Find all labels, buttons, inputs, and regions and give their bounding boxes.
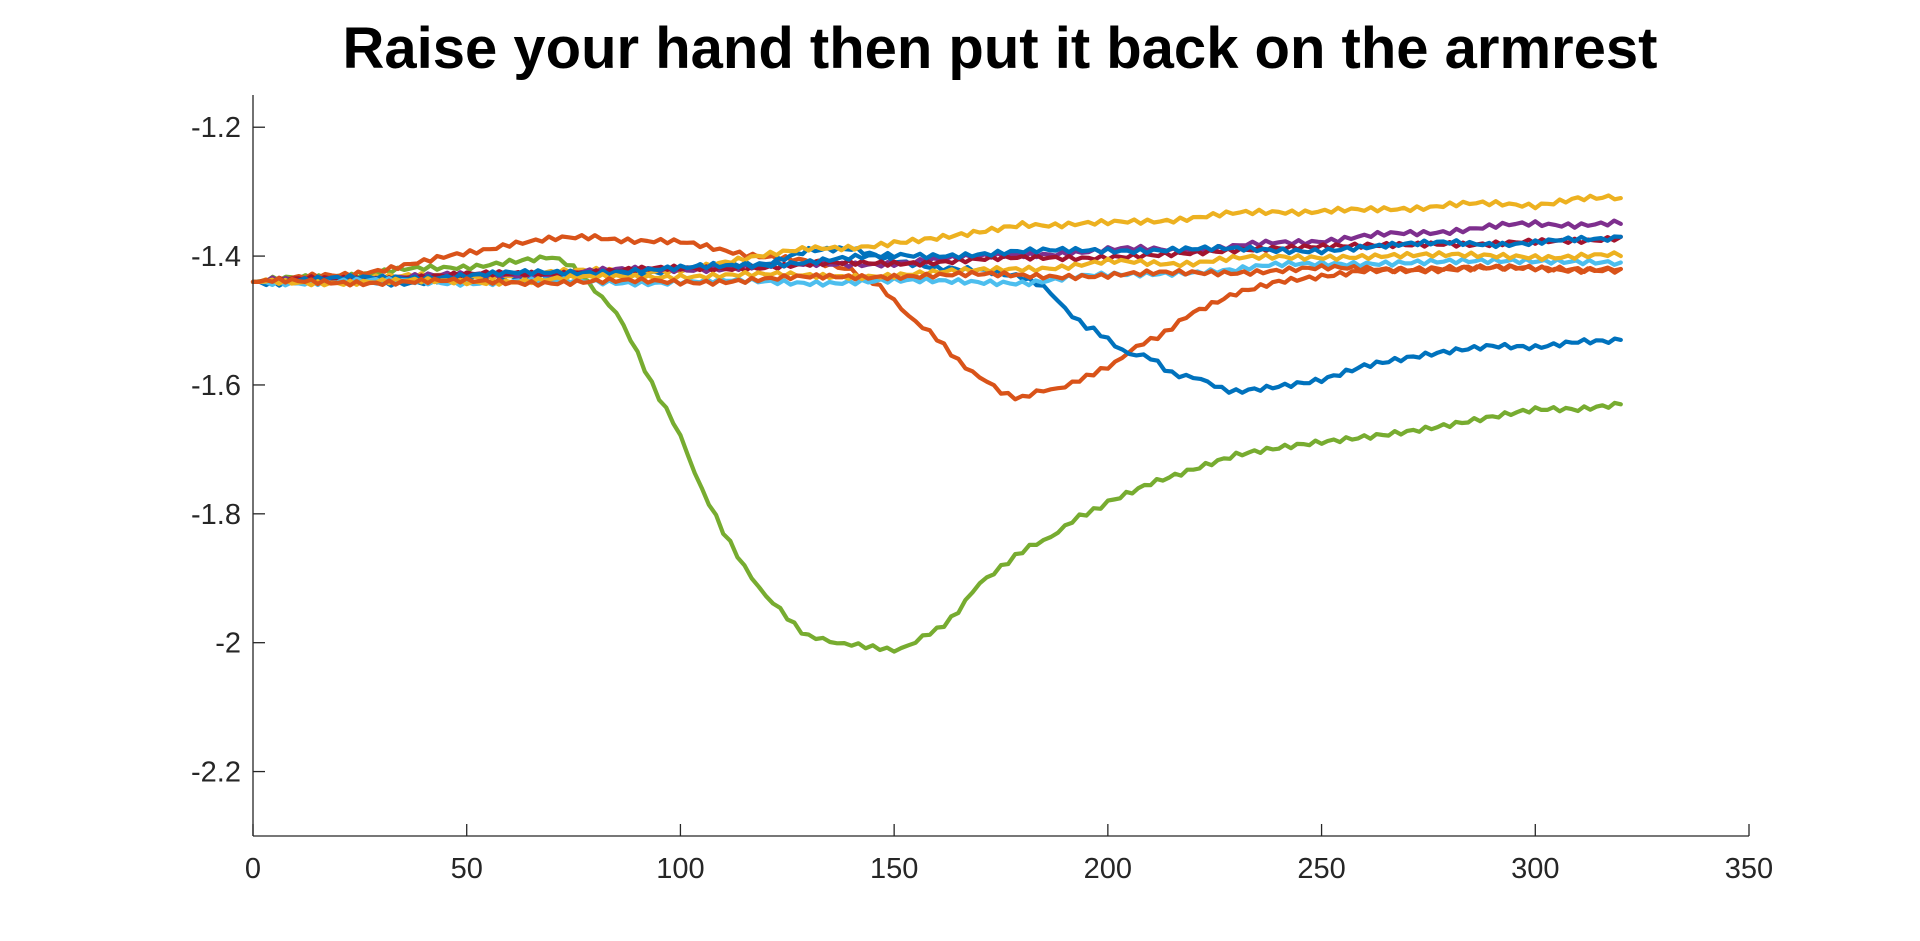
x-tick-label: 300 [1511, 853, 1559, 885]
x-axis-ticks: 0 50 100 150 200 250 300 350 [245, 824, 1773, 885]
series-line-10 [250, 263, 1623, 288]
y-tick-label: -1.2 [191, 112, 241, 144]
y-tick-label: -1.4 [191, 241, 241, 273]
x-tick-label: 350 [1725, 853, 1773, 885]
y-tick-label: -1.8 [191, 499, 241, 531]
x-tick-label: 150 [870, 853, 918, 885]
y-tick-label: -1.6 [191, 370, 241, 402]
y-axis-ticks: -1.2 -1.4 -1.6 -1.8 -2 -2.2 [191, 112, 265, 789]
series-group [250, 193, 1623, 654]
series-line-7 [250, 234, 1623, 287]
y-tick-label: -2.2 [191, 757, 241, 789]
x-tick-label: 0 [245, 853, 261, 885]
x-tick-label: 100 [656, 853, 704, 885]
x-tick-label: 250 [1297, 853, 1345, 885]
series-line-1 [250, 254, 1623, 654]
chart-title: Raise your hand then put it back on the … [343, 16, 1658, 81]
y-tick-label: -2 [215, 628, 241, 660]
x-tick-label: 50 [451, 853, 483, 885]
x-tick-label: 200 [1084, 853, 1132, 885]
